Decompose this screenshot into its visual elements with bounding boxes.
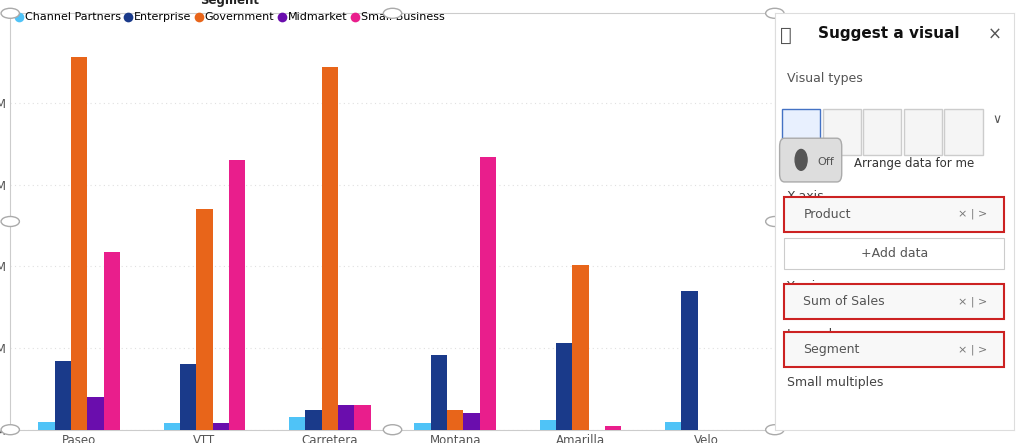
Bar — [305, 410, 322, 430]
Text: Segment: Segment — [804, 343, 860, 356]
Circle shape — [383, 425, 401, 435]
FancyBboxPatch shape — [784, 197, 1005, 232]
Bar — [479, 157, 496, 430]
Circle shape — [1, 217, 19, 226]
FancyBboxPatch shape — [784, 238, 1005, 269]
Circle shape — [766, 425, 784, 435]
Bar — [103, 252, 120, 430]
FancyBboxPatch shape — [779, 138, 842, 182]
FancyBboxPatch shape — [784, 332, 1005, 367]
Circle shape — [766, 217, 784, 226]
Legend: Channel Partners, Enterprise, Government, Midmarket, Small Business: Channel Partners, Enterprise, Government… — [15, 0, 444, 23]
Bar — [54, 361, 71, 430]
Text: ×: × — [988, 26, 1001, 44]
Text: Y-axis: Y-axis — [786, 280, 822, 293]
Text: +Add data: +Add data — [860, 247, 928, 260]
Text: × | >: × | > — [958, 344, 987, 355]
Bar — [39, 422, 54, 430]
Bar — [556, 343, 572, 430]
Text: Legend: Legend — [786, 328, 833, 341]
Text: Sum of Sales: Sum of Sales — [804, 295, 885, 308]
Text: Arrange data for me: Arrange data for me — [854, 157, 974, 170]
Bar — [415, 423, 431, 430]
Text: × | >: × | > — [958, 209, 987, 219]
FancyBboxPatch shape — [784, 284, 1005, 319]
Bar — [197, 209, 213, 430]
Text: Small multiples: Small multiples — [786, 376, 883, 389]
Circle shape — [766, 8, 784, 18]
Circle shape — [1, 425, 19, 435]
Bar — [289, 417, 305, 430]
Bar — [605, 427, 622, 430]
FancyBboxPatch shape — [904, 109, 942, 155]
Text: Product: Product — [804, 208, 851, 221]
Text: Suggest a visual: Suggest a visual — [818, 26, 959, 41]
Bar — [229, 160, 246, 430]
FancyBboxPatch shape — [782, 109, 820, 155]
Bar — [431, 354, 447, 430]
Text: X-axis: X-axis — [786, 190, 824, 203]
Bar — [572, 265, 589, 430]
Bar — [463, 413, 479, 430]
Bar — [322, 67, 338, 430]
Bar — [666, 422, 681, 430]
Bar — [180, 365, 197, 430]
Text: Visual types: Visual types — [786, 72, 862, 85]
Bar — [354, 405, 371, 430]
Bar — [213, 423, 229, 430]
Text: ∨: ∨ — [992, 113, 1001, 126]
Circle shape — [383, 8, 401, 18]
Bar — [87, 397, 103, 430]
Text: × | >: × | > — [958, 296, 987, 307]
Bar — [540, 420, 556, 430]
Bar — [164, 423, 180, 430]
Text: 📊: 📊 — [779, 26, 792, 45]
Bar — [447, 410, 463, 430]
Circle shape — [795, 149, 807, 170]
Circle shape — [1, 8, 19, 18]
FancyBboxPatch shape — [944, 109, 983, 155]
Bar — [71, 58, 87, 430]
Bar — [681, 291, 697, 430]
FancyBboxPatch shape — [822, 109, 861, 155]
Bar — [338, 405, 354, 430]
FancyBboxPatch shape — [863, 109, 901, 155]
Text: Off: Off — [818, 157, 835, 167]
